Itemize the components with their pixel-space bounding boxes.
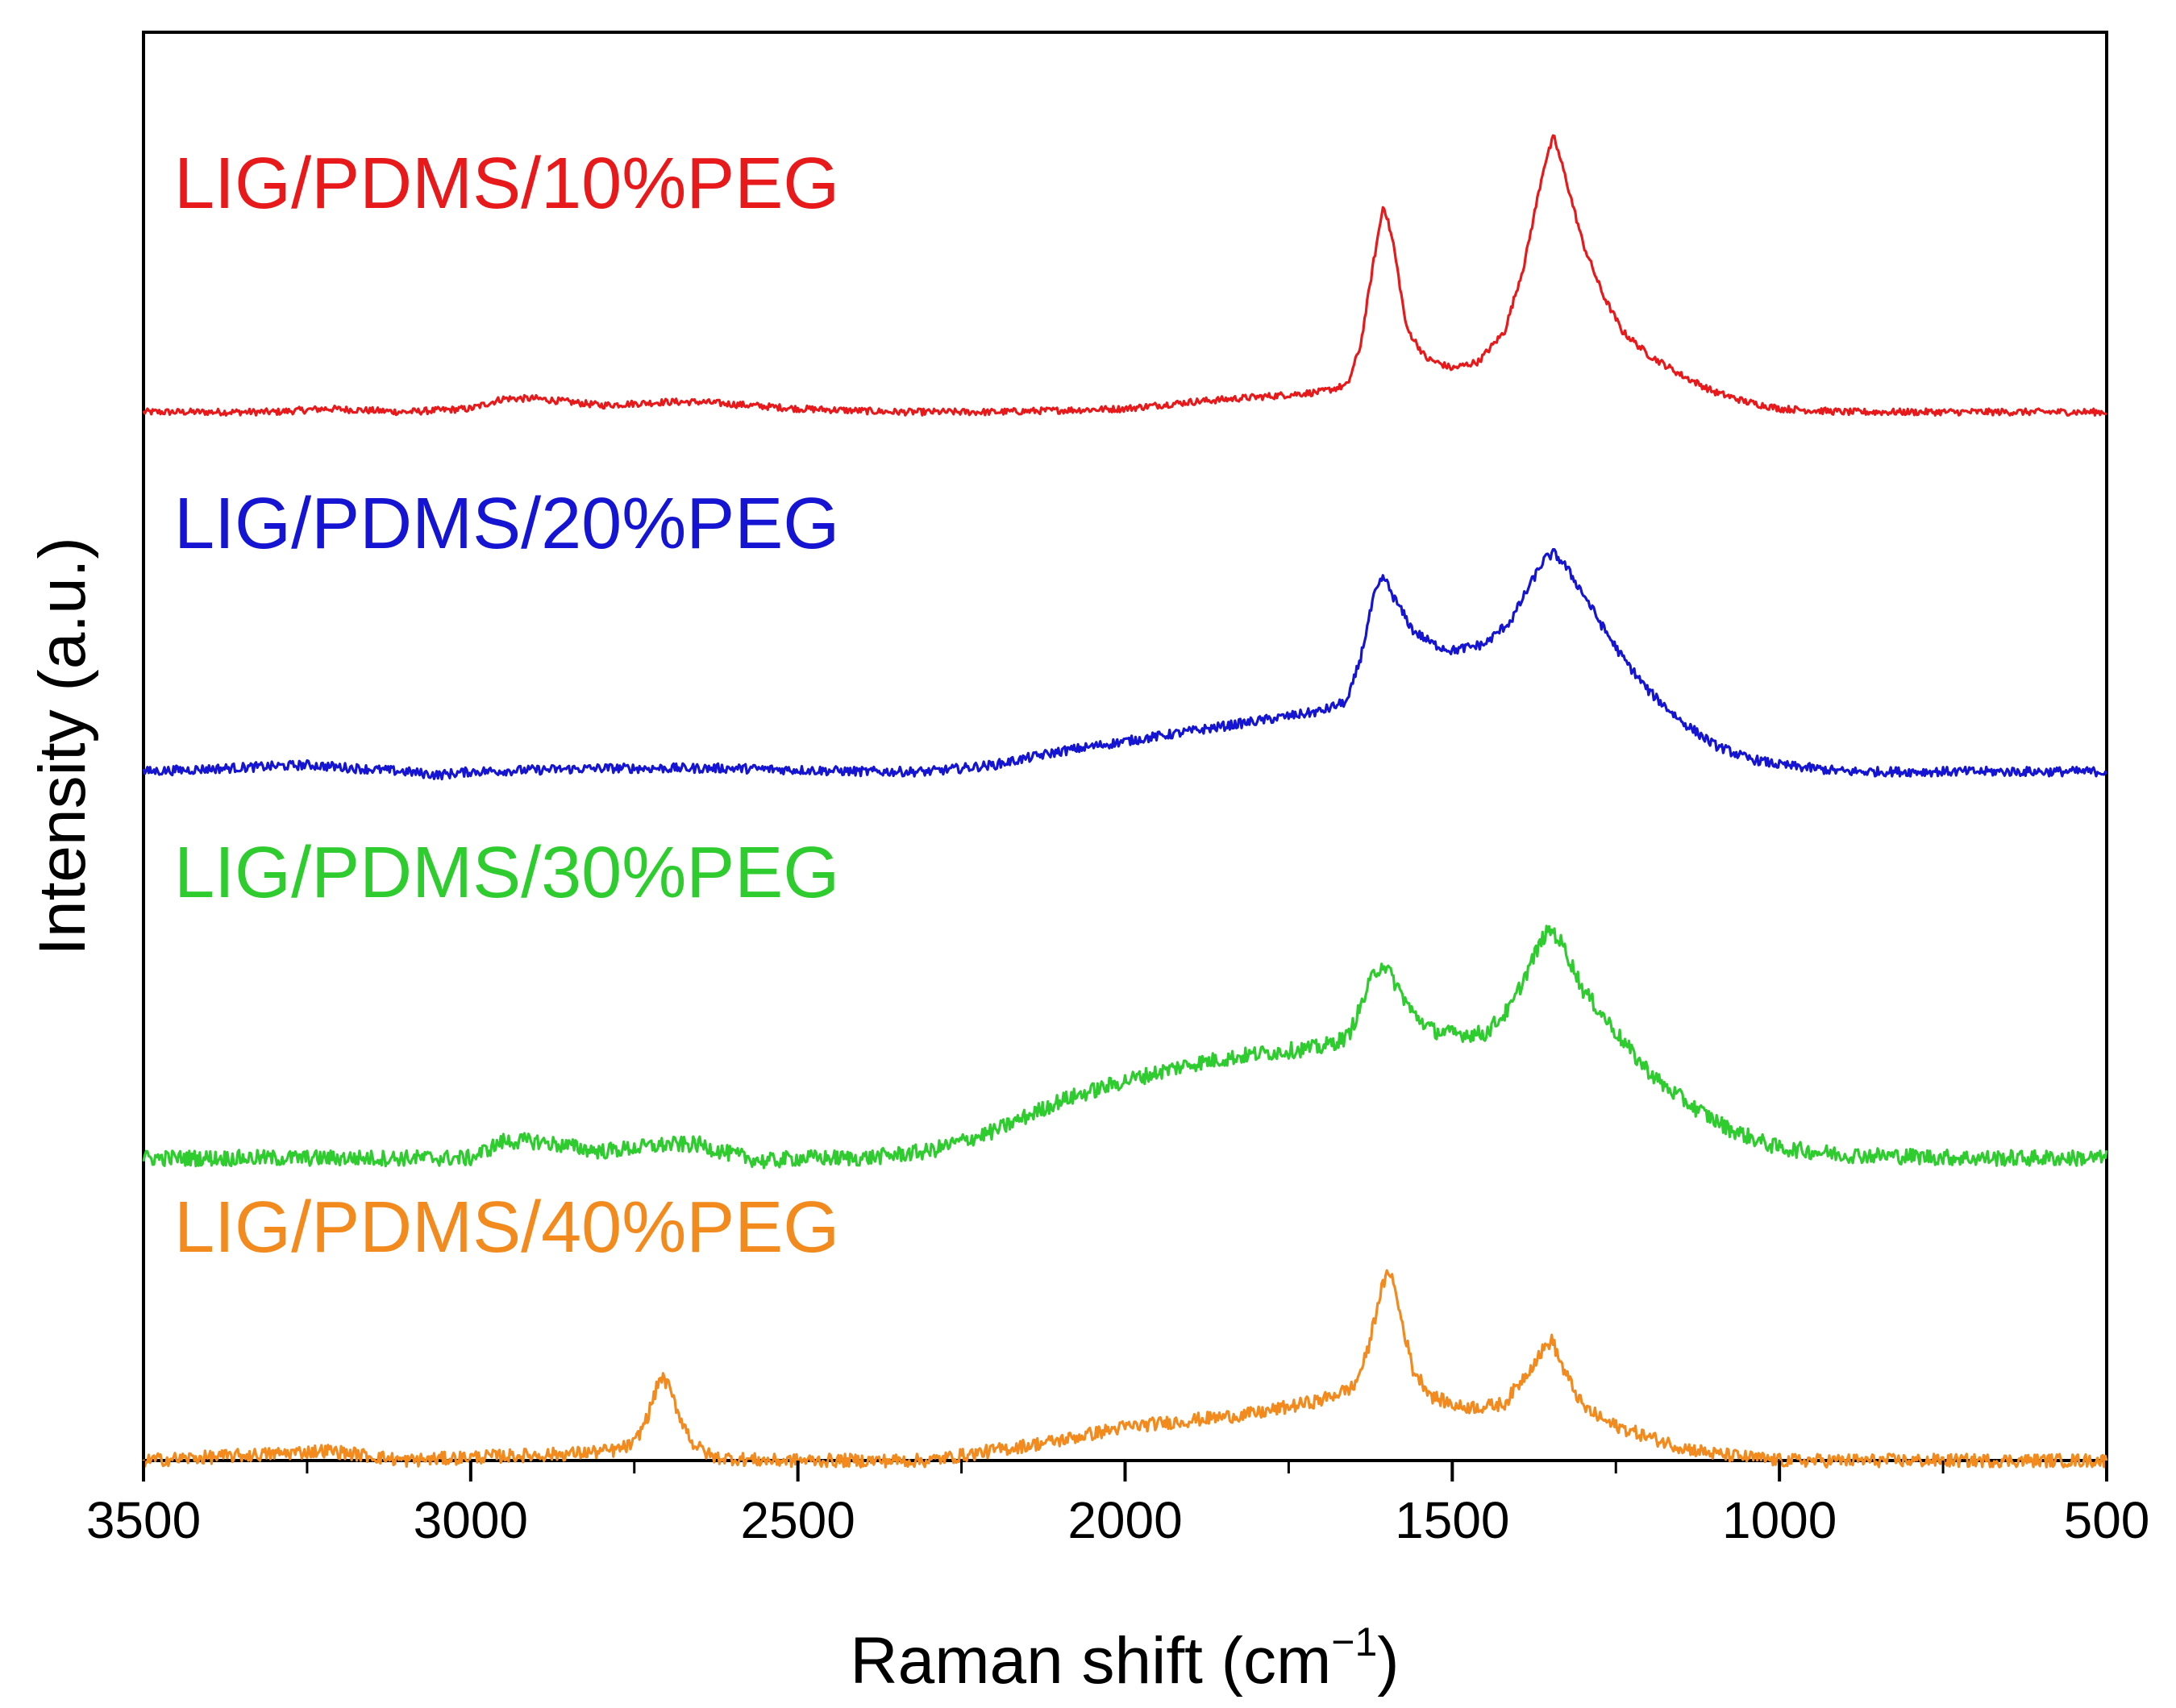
x-tick-label: 1000	[1722, 1491, 1837, 1549]
x-axis: 3500 3000 2500 2000 1500 1000 500	[86, 1461, 2150, 1549]
series-line-3	[142, 925, 2108, 1170]
series-line-4	[142, 1269, 2108, 1469]
series-label-1: LIG/PDMS/10%PEG	[174, 143, 839, 224]
series-layer	[142, 134, 2108, 1469]
series-line-1	[142, 134, 2107, 417]
x-tick-label: 2000	[1067, 1491, 1182, 1549]
series-label-2: LIG/PDMS/20%PEG	[174, 484, 839, 564]
x-axis-title: Raman shift (cm−1)	[850, 1619, 1399, 1698]
x-axis-title-sup: −1	[1331, 1619, 1377, 1664]
series-label-3: LIG/PDMS/30%PEG	[174, 833, 839, 913]
y-axis-title: Intensity (a.u.)	[26, 537, 99, 956]
x-tick-label: 2500	[740, 1491, 855, 1549]
x-tick-label: 3000	[414, 1491, 528, 1549]
x-tick-label: 3500	[86, 1491, 201, 1549]
series-line-2	[142, 548, 2108, 781]
series-label-layer: LIG/PDMS/10%PEG LIG/PDMS/20%PEG LIG/PDMS/3…	[174, 143, 839, 1268]
x-tick-label: 500	[2064, 1491, 2150, 1549]
x-tick-label: 1500	[1395, 1491, 1509, 1549]
x-axis-title-main: Raman shift (cm	[850, 1624, 1331, 1698]
series-label-4: LIG/PDMS/40%PEG	[174, 1187, 839, 1268]
x-axis-title-close: )	[1377, 1624, 1399, 1698]
